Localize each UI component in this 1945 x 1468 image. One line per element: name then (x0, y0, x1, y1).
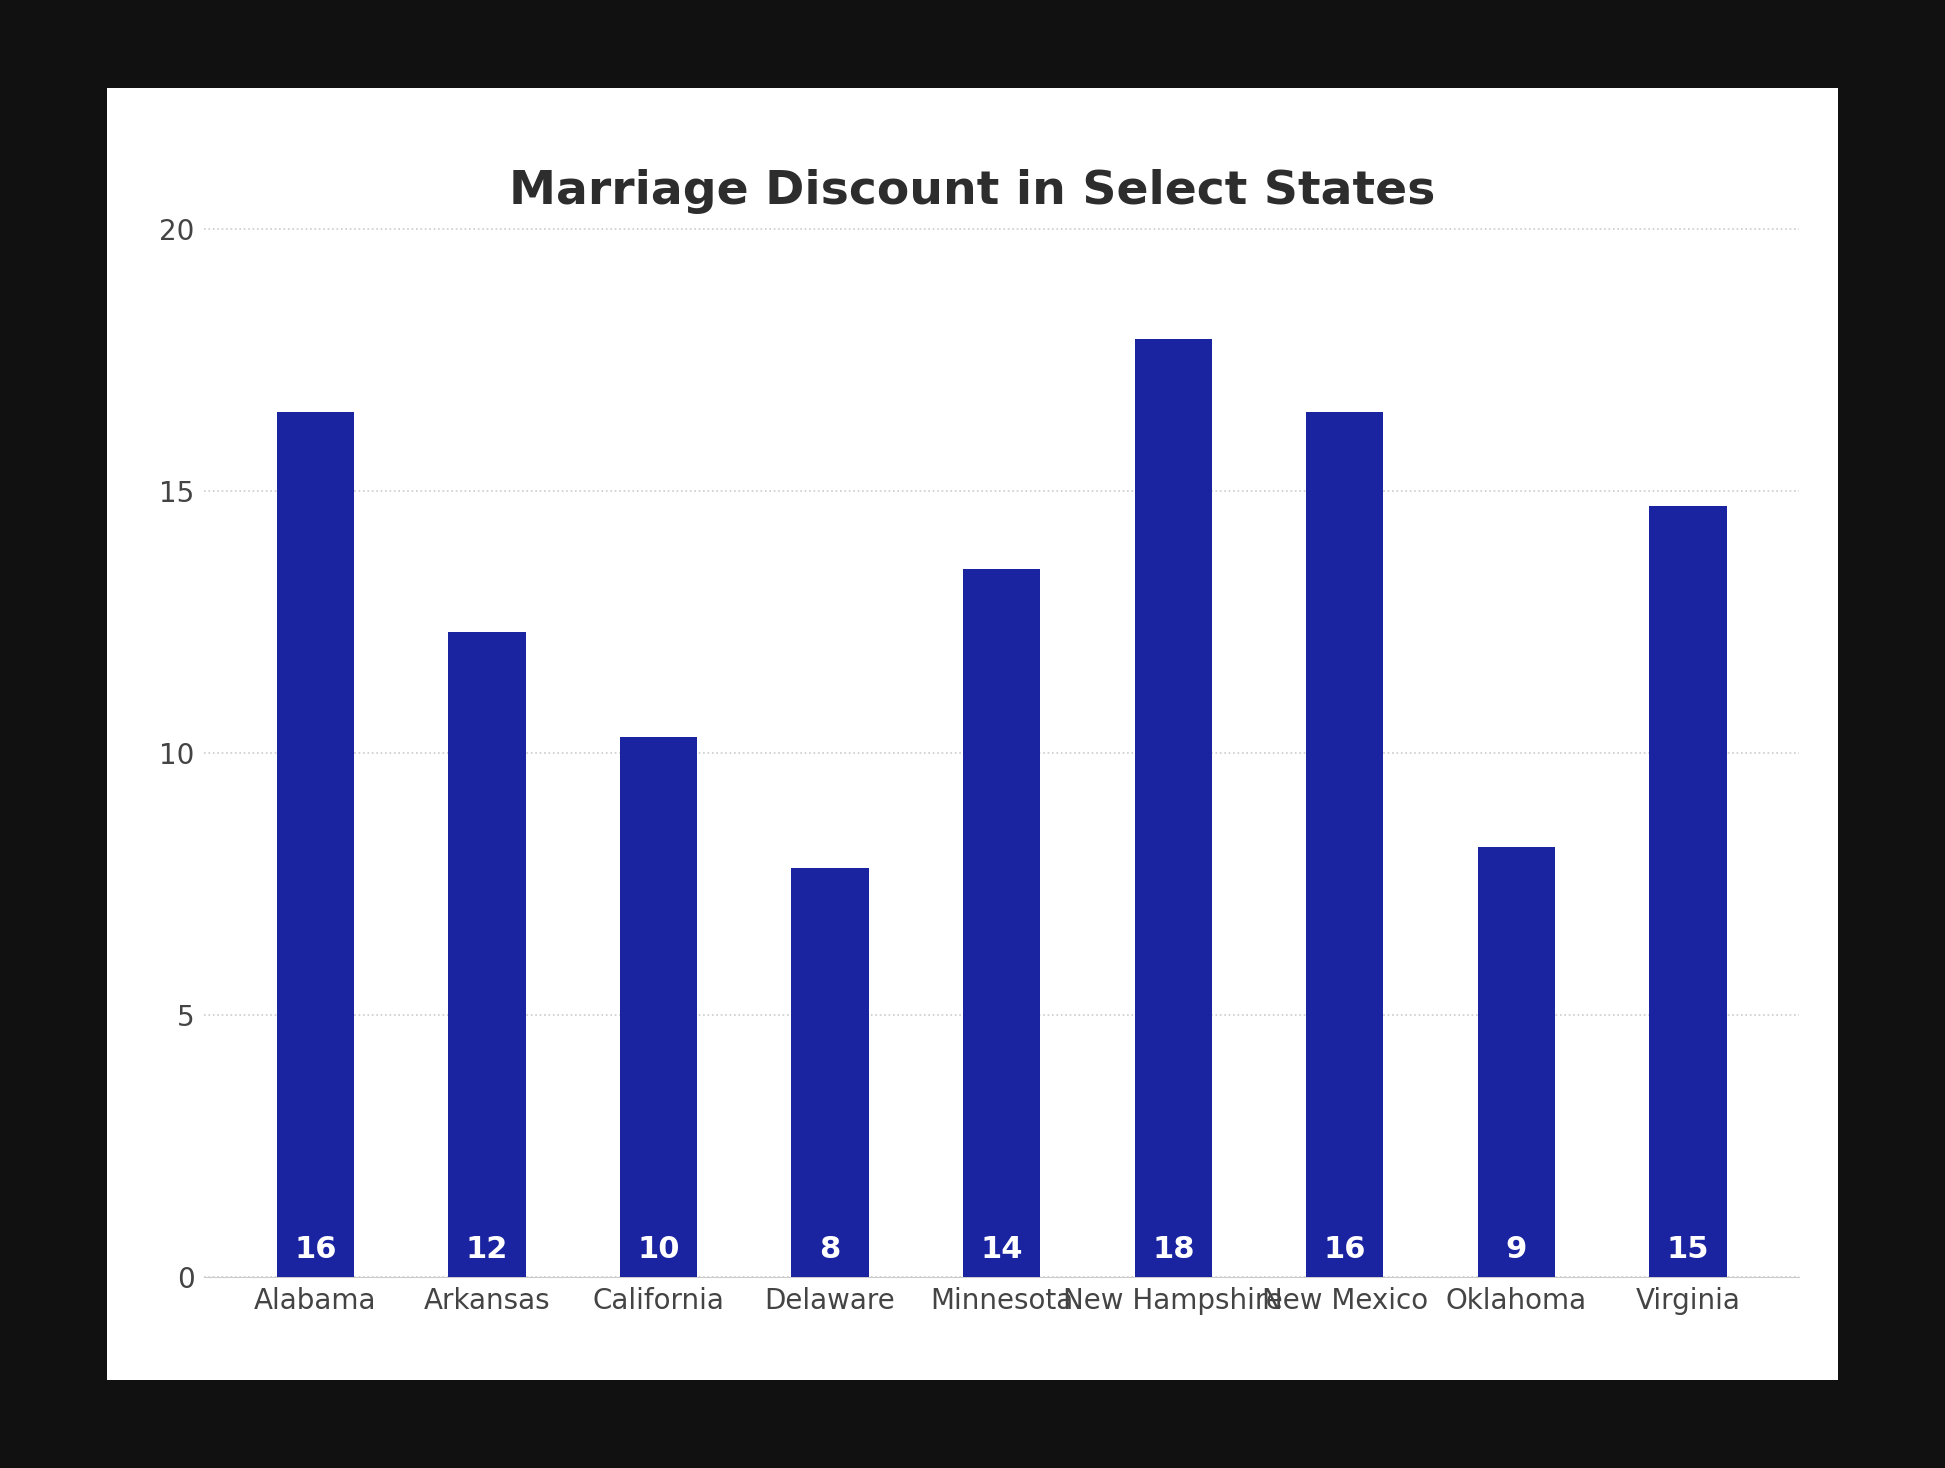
Bar (792, 868, 869, 1277)
Bar (1134, 339, 1212, 1277)
Bar (447, 633, 525, 1277)
Text: 8: 8 (819, 1235, 840, 1264)
Text: Marriage Discount in Select States: Marriage Discount in Select States (510, 169, 1435, 214)
Text: 16: 16 (1325, 1235, 1365, 1264)
Text: 10: 10 (638, 1235, 679, 1264)
Bar (963, 570, 1041, 1277)
Bar (620, 737, 696, 1277)
Text: 18: 18 (1151, 1235, 1194, 1264)
Bar (1478, 847, 1556, 1277)
Text: 15: 15 (1667, 1235, 1710, 1264)
Text: 12: 12 (465, 1235, 508, 1264)
Text: 16: 16 (294, 1235, 336, 1264)
Text: 9: 9 (1505, 1235, 1527, 1264)
Bar (276, 413, 354, 1277)
Bar (1649, 506, 1727, 1277)
Bar (1307, 413, 1383, 1277)
Text: 14: 14 (980, 1235, 1023, 1264)
